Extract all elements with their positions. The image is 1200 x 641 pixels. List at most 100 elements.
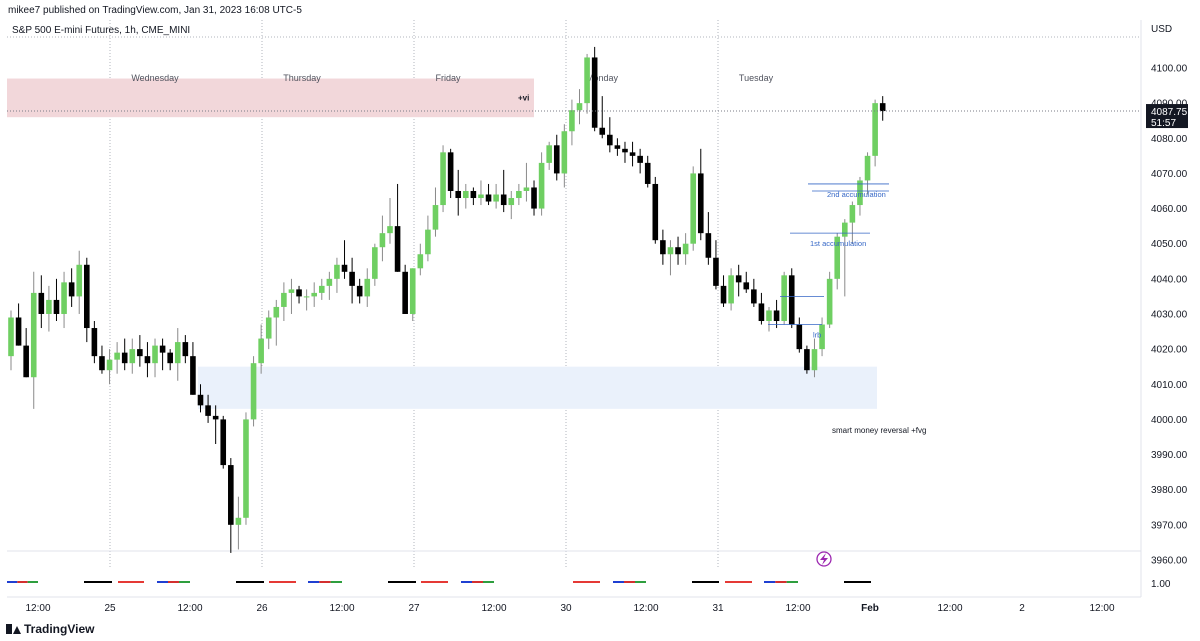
candle-body bbox=[531, 187, 537, 209]
candle-body bbox=[463, 190, 469, 199]
candle-body bbox=[197, 394, 204, 406]
time-tick: 12:00 bbox=[785, 603, 810, 614]
candle-body bbox=[30, 292, 37, 378]
candle-body bbox=[864, 155, 871, 181]
price-tick: 4040.00 bbox=[1151, 274, 1188, 285]
candle-body bbox=[546, 145, 552, 163]
candle-body bbox=[46, 299, 52, 314]
candle-body bbox=[356, 285, 363, 297]
candle-body bbox=[591, 57, 598, 128]
candle-body bbox=[38, 292, 45, 314]
countdown-value: 51:57 bbox=[1151, 118, 1176, 129]
candle-body bbox=[644, 162, 651, 184]
candle-body bbox=[690, 173, 696, 244]
indicator-tick: 1.00 bbox=[1151, 579, 1171, 590]
day-label: Friday bbox=[435, 73, 461, 83]
candle-body bbox=[478, 194, 484, 199]
candle-body bbox=[538, 162, 545, 209]
candle-body bbox=[417, 254, 424, 269]
price-tick: 4080.00 bbox=[1151, 134, 1188, 145]
candle-body bbox=[849, 205, 856, 223]
candle-body bbox=[409, 268, 416, 314]
day-label: Monday bbox=[586, 73, 619, 83]
candle-body bbox=[622, 148, 628, 153]
candle-body bbox=[660, 240, 666, 255]
candle-body bbox=[470, 190, 477, 199]
day-label: Thursday bbox=[283, 73, 321, 83]
level-label: 2nd accumulation bbox=[827, 190, 886, 199]
candle-body bbox=[174, 342, 181, 364]
footer-brand-text: TradingView bbox=[24, 622, 95, 636]
tradingview-logo-icon bbox=[6, 624, 21, 634]
candle-body bbox=[144, 356, 151, 364]
candle-body bbox=[485, 194, 492, 202]
flash-icon[interactable] bbox=[816, 551, 832, 567]
time-tick: 12:00 bbox=[1089, 603, 1114, 614]
last-price-box bbox=[1146, 104, 1188, 129]
time-axis[interactable]: 12:00 25 12:00 26 12:00 27 12:00 30 12:00 31 12:00… bbox=[25, 603, 1114, 614]
candle-body bbox=[599, 127, 606, 135]
candle-body bbox=[607, 134, 613, 146]
candle-body bbox=[637, 155, 643, 163]
candle-body bbox=[508, 198, 515, 206]
candle-body bbox=[819, 324, 825, 350]
session-dividers bbox=[109, 20, 719, 568]
candle-body bbox=[114, 352, 120, 360]
candle-body bbox=[349, 271, 355, 286]
candles-layer bbox=[8, 46, 886, 553]
candle-body bbox=[500, 194, 507, 206]
candle-body bbox=[61, 282, 67, 314]
zones-layer: +vi smart money reversal +fvg bbox=[7, 78, 926, 435]
candle-body bbox=[15, 317, 22, 346]
time-tick: 12:00 bbox=[177, 603, 202, 614]
candle-body bbox=[68, 282, 75, 297]
candle-body bbox=[493, 194, 499, 202]
candle-body bbox=[220, 419, 227, 466]
candle-body bbox=[432, 205, 439, 230]
candle-body bbox=[872, 103, 878, 156]
candle-body bbox=[137, 349, 143, 357]
price-axis[interactable]: 4100.004090.004080.004070.004060.004050.… bbox=[1151, 64, 1188, 567]
candle-body bbox=[788, 275, 795, 325]
time-tick: 25 bbox=[104, 603, 116, 614]
candle-body bbox=[523, 187, 530, 191]
candle-body bbox=[372, 247, 378, 279]
candle-body bbox=[273, 306, 280, 318]
candle-body bbox=[576, 103, 583, 111]
candle-body bbox=[53, 299, 60, 314]
candle-body bbox=[857, 180, 863, 206]
candle-body bbox=[288, 289, 295, 293]
time-tick: Feb bbox=[861, 603, 879, 614]
candle-body bbox=[705, 233, 712, 258]
candle-body bbox=[265, 317, 272, 339]
time-tick: 12:00 bbox=[25, 603, 50, 614]
currency-label: USD bbox=[1151, 24, 1172, 35]
last-price-value: 4087.75 bbox=[1151, 107, 1188, 118]
time-tick: 12:00 bbox=[481, 603, 506, 614]
price-tick: 4010.00 bbox=[1151, 380, 1188, 391]
support-zone bbox=[198, 366, 877, 409]
candle-body bbox=[258, 338, 264, 364]
candle-body bbox=[121, 352, 128, 364]
candle-body bbox=[394, 226, 401, 272]
candle-body bbox=[553, 145, 560, 174]
candle-body bbox=[387, 226, 393, 234]
time-tick: 26 bbox=[256, 603, 268, 614]
level-label: 1st accumulation bbox=[810, 239, 866, 248]
price-tick: 3960.00 bbox=[1151, 555, 1188, 566]
price-tick: 4050.00 bbox=[1151, 239, 1188, 250]
candle-body bbox=[804, 349, 810, 371]
candle-body bbox=[84, 264, 90, 329]
candle-body bbox=[379, 233, 386, 248]
candle-body bbox=[303, 296, 310, 298]
candle-body bbox=[106, 359, 113, 371]
candle-body bbox=[447, 152, 454, 191]
candle-body bbox=[751, 289, 757, 304]
candle-body bbox=[129, 349, 136, 364]
candle-body bbox=[796, 324, 803, 350]
candle-body bbox=[766, 310, 772, 322]
publish-info: mikee7 published on TradingView.com, Jan… bbox=[8, 5, 302, 16]
candle-body bbox=[614, 145, 621, 149]
time-tick: 12:00 bbox=[937, 603, 962, 614]
